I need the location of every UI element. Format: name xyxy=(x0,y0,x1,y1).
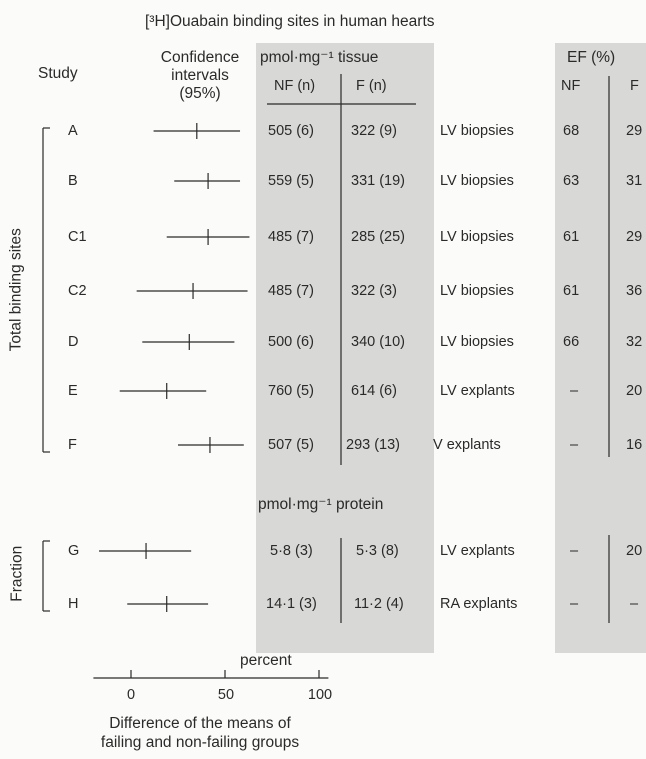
f-value: 293 (13) xyxy=(346,437,401,453)
ef-f-value: 16 xyxy=(626,437,643,453)
ef-nf-value: 61 xyxy=(563,229,580,245)
sample-type: LV biopsies xyxy=(440,283,514,299)
study-id: F xyxy=(68,437,77,453)
f-value: 285 (25) xyxy=(351,229,406,245)
study-id: A xyxy=(68,123,78,139)
nf-value: 485 (7) xyxy=(268,283,314,299)
sample-type: LV biopsies xyxy=(440,173,514,189)
ef-nf-value: 61 xyxy=(563,283,580,299)
study-id: B xyxy=(68,173,78,189)
sample-type: LV biopsies xyxy=(440,334,514,350)
nf-value: 507 (5) xyxy=(268,437,314,453)
nf-value: 760 (5) xyxy=(268,383,314,399)
study-id: C2 xyxy=(68,283,87,299)
f-value: 11·2 (4) xyxy=(354,596,404,612)
ef-f-value: 20 xyxy=(626,383,643,399)
ef-f-value: 31 xyxy=(626,173,643,189)
ef-header: EF (%) xyxy=(567,49,616,66)
nf-header: NF (n) xyxy=(274,78,316,94)
ef-nf-value: – xyxy=(570,596,579,612)
nf-value: 14·1 (3) xyxy=(266,596,317,612)
sample-type: V explants xyxy=(433,437,501,453)
ef-nf-value: – xyxy=(570,543,579,559)
ef-nf-value: – xyxy=(570,437,579,453)
study-id: G xyxy=(68,543,80,559)
study-id: C1 xyxy=(68,229,87,245)
x-axis-label-bottom-line1: Difference of the means of xyxy=(109,715,291,732)
f-value: 614 (6) xyxy=(351,383,397,399)
ci-header-line3: (95%) xyxy=(179,85,221,102)
study-id: H xyxy=(68,596,79,612)
ef-f-value: – xyxy=(630,596,639,612)
ci-header-line1: Confidence xyxy=(160,49,240,66)
f-value: 340 (10) xyxy=(351,334,406,350)
nf-value: 505 (6) xyxy=(268,123,314,139)
x-tick-label: 50 xyxy=(217,687,235,703)
sample-type: LV explants xyxy=(440,543,515,559)
ef-nf-value: – xyxy=(570,383,579,399)
f-value: 322 (3) xyxy=(351,283,397,299)
sample-type: LV explants xyxy=(440,383,515,399)
study-id: E xyxy=(68,383,78,399)
ef-nf-header: NF xyxy=(561,78,581,94)
chart-title: [³H]Ouabain binding sites in human heart… xyxy=(145,13,435,30)
sample-type: RA explants xyxy=(440,596,518,612)
nf-value: 5·8 (3) xyxy=(270,543,313,559)
sample-type: LV biopsies xyxy=(440,123,514,139)
nf-value: 559 (5) xyxy=(268,173,314,189)
x-tick-label: 100 xyxy=(307,687,333,703)
ef-f-value: 29 xyxy=(626,229,643,245)
ef-nf-value: 66 xyxy=(563,334,580,350)
x-tick-label: 0 xyxy=(126,687,136,703)
ef-f-value: 20 xyxy=(626,543,643,559)
nf-value: 500 (6) xyxy=(268,334,314,350)
ef-f-value: 29 xyxy=(626,123,643,139)
x-axis-label-bottom-line2: failing and non-failing groups xyxy=(100,734,300,751)
f-value: 322 (9) xyxy=(351,123,397,139)
shaded-data-panel xyxy=(256,43,434,653)
x-axis-label-top: percent xyxy=(240,652,292,669)
ef-nf-value: 68 xyxy=(563,123,580,139)
ef-f-value: 32 xyxy=(626,334,643,350)
sample-type: LV biopsies xyxy=(440,229,514,245)
ef-f-header: F xyxy=(630,78,639,94)
f-value: 331 (19) xyxy=(351,173,406,189)
ef-nf-value: 63 xyxy=(563,173,580,189)
ef-f-value: 36 xyxy=(626,283,643,299)
study-id: D xyxy=(68,334,79,350)
units-protein-header: pmol·mg⁻¹ protein xyxy=(258,496,384,513)
shaded-ef-panel xyxy=(555,43,646,653)
ci-header-line2: intervals xyxy=(171,67,229,84)
f-value: 5·3 (8) xyxy=(356,543,399,559)
nf-value: 485 (7) xyxy=(268,229,314,245)
f-header: F (n) xyxy=(356,78,387,94)
units-tissue-header: pmol·mg⁻¹ tissue xyxy=(260,49,379,66)
study-header: Study xyxy=(38,65,78,82)
